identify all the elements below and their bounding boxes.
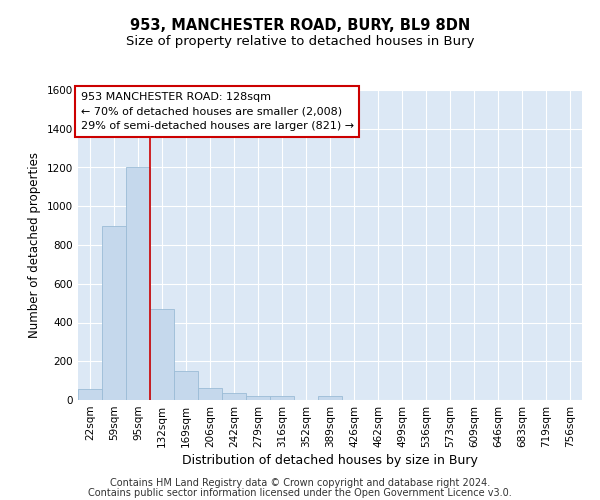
Bar (270, 396, 294, 400)
Bar (102, 226, 126, 400)
Bar (198, 388, 222, 400)
Text: 953, MANCHESTER ROAD, BURY, BL9 8DN: 953, MANCHESTER ROAD, BURY, BL9 8DN (130, 18, 470, 32)
Y-axis label: Number of detached properties: Number of detached properties (28, 152, 41, 338)
Bar (78, 390, 102, 400)
Bar (246, 396, 270, 400)
Text: Contains public sector information licensed under the Open Government Licence v3: Contains public sector information licen… (88, 488, 512, 498)
Bar (318, 396, 342, 400)
Bar (126, 168, 150, 400)
X-axis label: Distribution of detached houses by size in Bury: Distribution of detached houses by size … (182, 454, 478, 467)
Text: Size of property relative to detached houses in Bury: Size of property relative to detached ho… (126, 35, 474, 48)
Text: 953 MANCHESTER ROAD: 128sqm
← 70% of detached houses are smaller (2,008)
29% of : 953 MANCHESTER ROAD: 128sqm ← 70% of det… (80, 92, 353, 131)
Bar (174, 371, 198, 400)
Bar (222, 393, 246, 400)
Text: Contains HM Land Registry data © Crown copyright and database right 2024.: Contains HM Land Registry data © Crown c… (110, 478, 490, 488)
Bar (150, 309, 174, 400)
